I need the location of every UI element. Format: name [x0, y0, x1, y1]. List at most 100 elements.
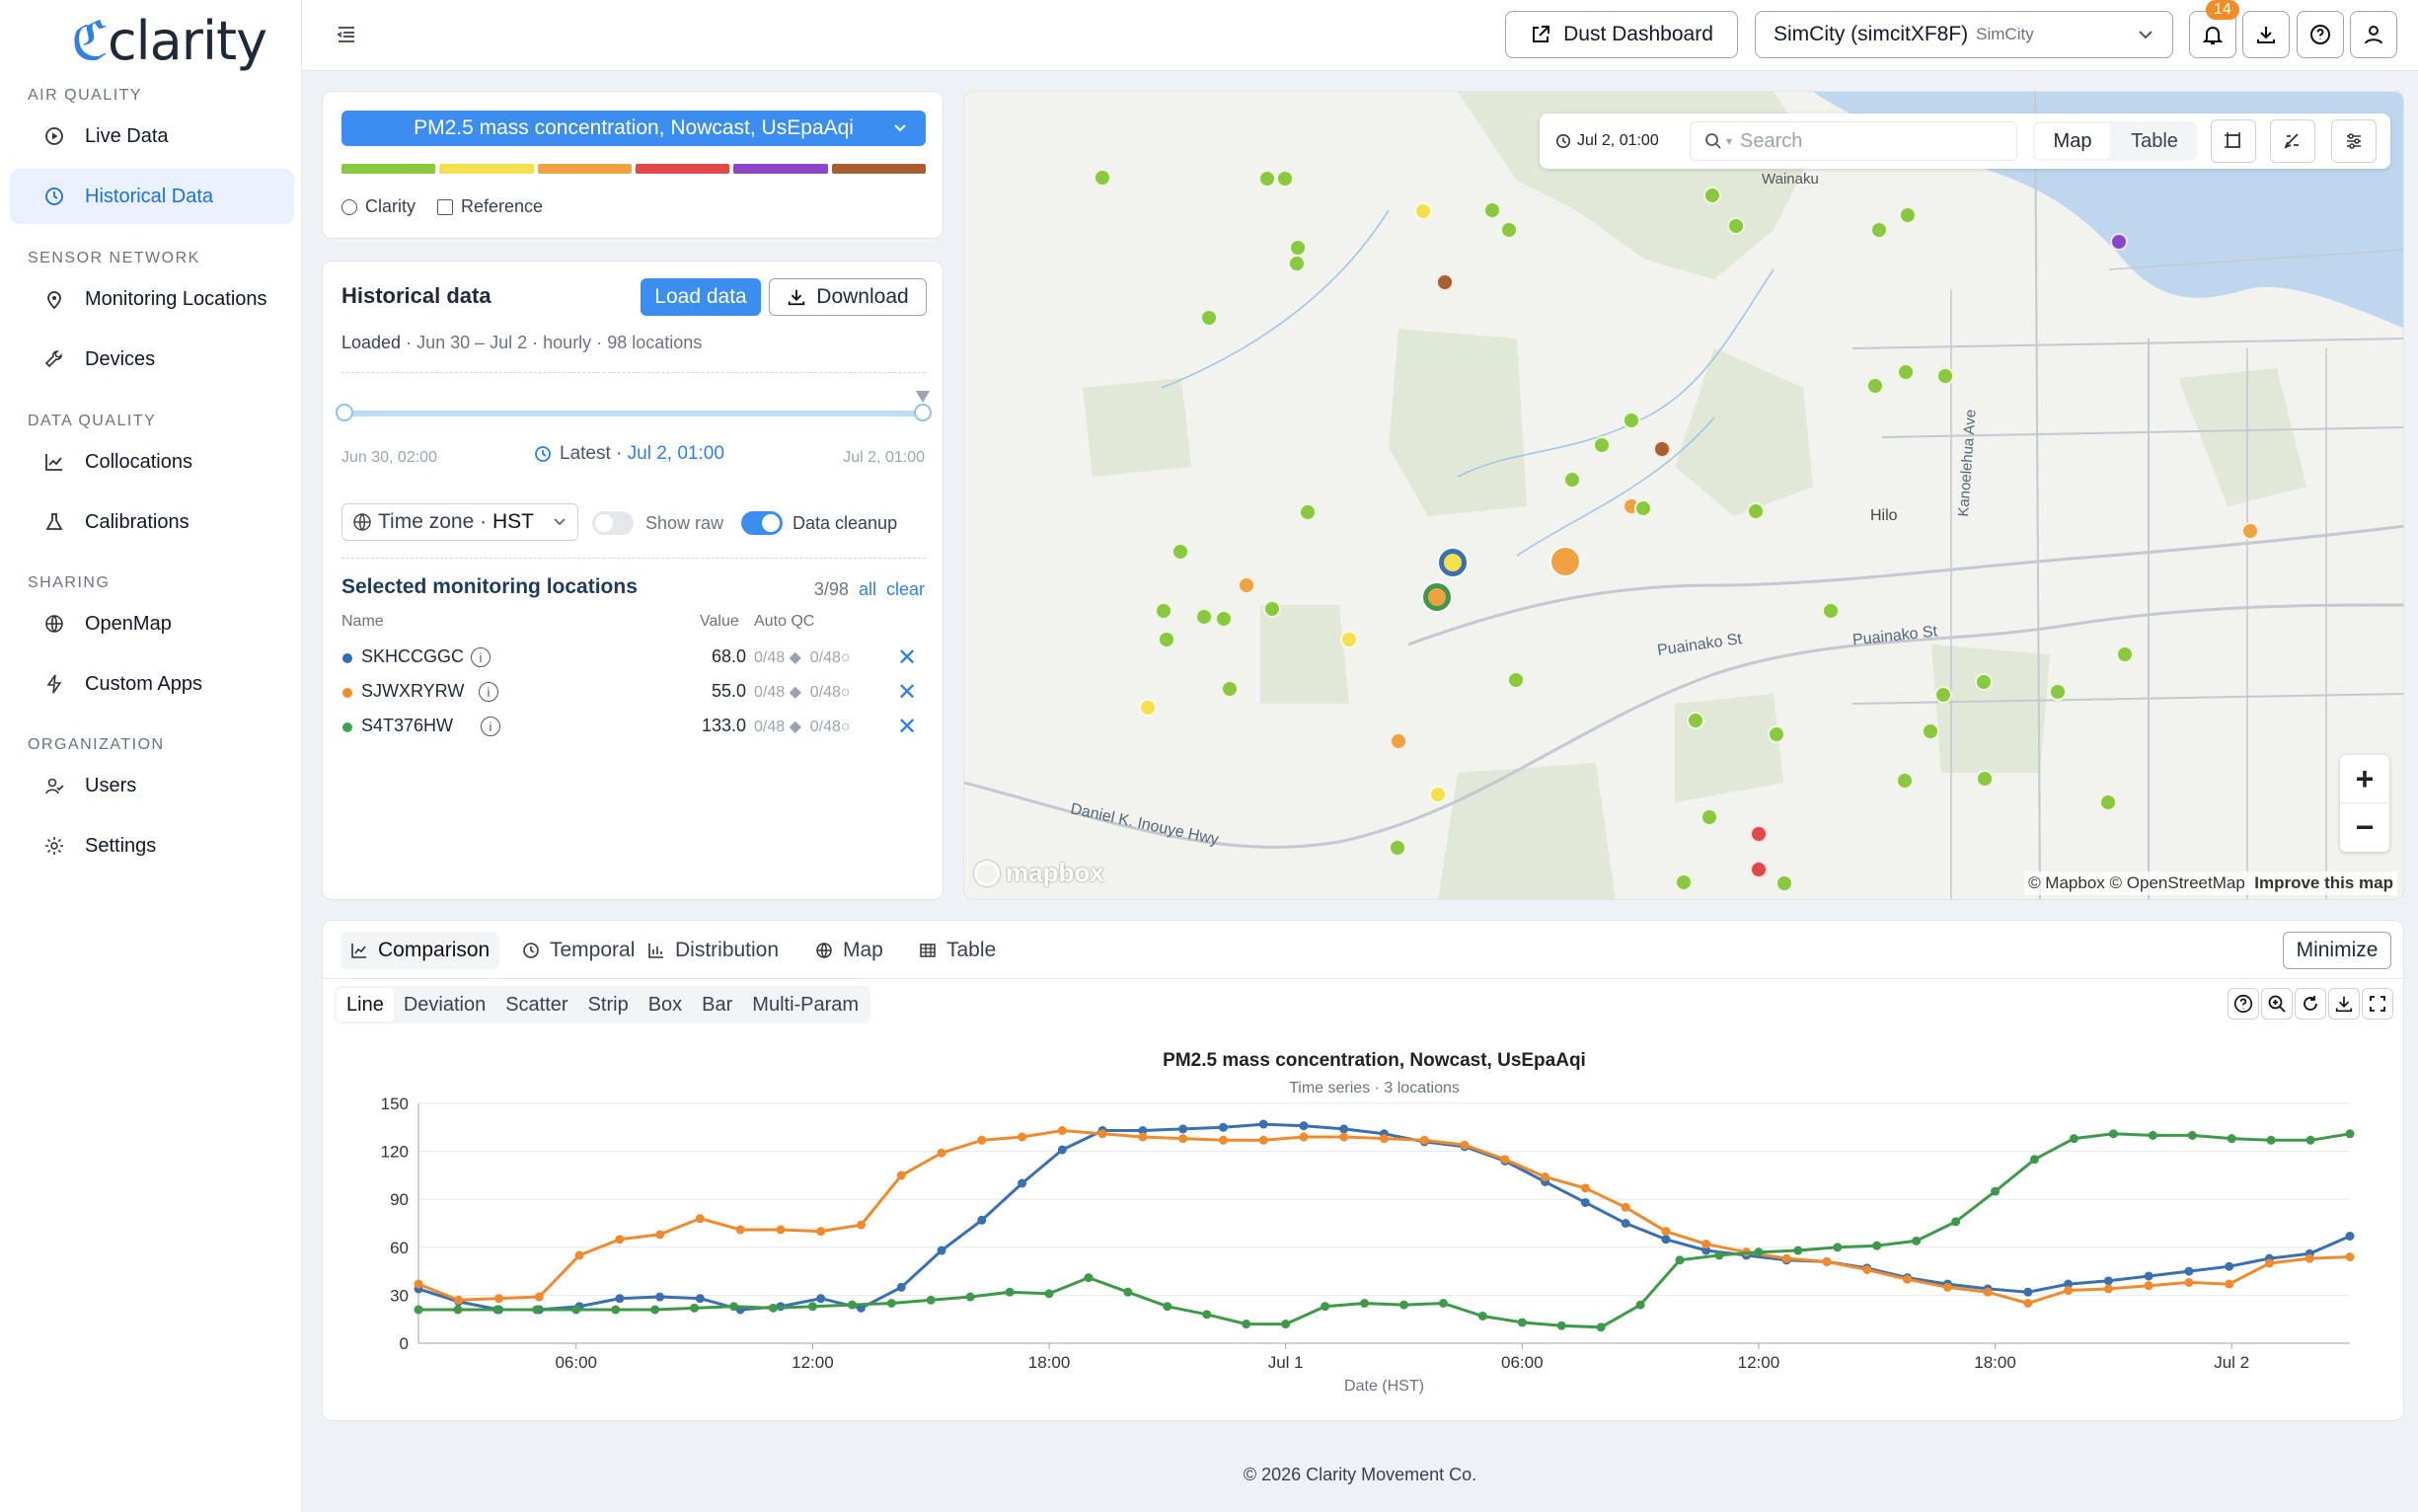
improve-map-link[interactable]: Improve this map — [2254, 873, 2393, 892]
reference-option[interactable]: Reference — [437, 196, 543, 217]
downloads-button[interactable] — [2242, 11, 2290, 58]
tab-comparison[interactable]: Comparison — [340, 932, 500, 969]
timezone-select[interactable]: Time zone · HST — [341, 503, 578, 541]
station-marker[interactable] — [1703, 187, 1721, 204]
station-marker[interactable] — [1263, 600, 1281, 618]
chart-fullscreen-button[interactable] — [2362, 988, 2393, 1020]
station-marker[interactable] — [1158, 631, 1175, 648]
station-marker[interactable] — [1727, 217, 1745, 235]
station-marker[interactable] — [1429, 786, 1447, 803]
station-marker[interactable] — [1221, 680, 1239, 698]
chart-type-line[interactable]: Line — [337, 988, 394, 1021]
chart-type-strip[interactable]: Strip — [587, 993, 629, 1016]
metric-select[interactable]: PM2.5 mass concentration, Nowcast, UsEpa… — [341, 111, 926, 146]
chart-type-bar[interactable]: Bar — [702, 993, 733, 1016]
station-marker[interactable] — [1623, 412, 1640, 429]
station-marker[interactable] — [1976, 770, 1994, 788]
remove-location-icon[interactable]: ✕ — [897, 679, 918, 706]
info-icon[interactable]: i — [479, 682, 498, 702]
station-marker[interactable] — [1171, 543, 1189, 561]
clarity-logo[interactable]: ℭclarity — [71, 10, 267, 72]
chart-help-button[interactable] — [2228, 988, 2259, 1020]
station-marker[interactable] — [1896, 772, 1914, 790]
station-marker[interactable] — [1200, 309, 1218, 327]
station-marker[interactable] — [2110, 233, 2128, 251]
sidebar-item-openmap[interactable]: OpenMap — [10, 596, 294, 651]
station-marker[interactable] — [1936, 367, 1954, 385]
chart-download-button[interactable] — [2328, 988, 2360, 1020]
station-marker[interactable] — [2049, 683, 2067, 701]
station-marker[interactable] — [1700, 808, 1718, 826]
station-marker[interactable] — [1276, 170, 1294, 188]
location-row[interactable]: SKHCCGGC i 68.0 0/48 ◆ 0/48○ ✕ — [341, 644, 926, 672]
info-icon[interactable]: i — [471, 647, 491, 667]
selected-station-marker[interactable] — [1423, 583, 1451, 611]
station-marker[interactable] — [1155, 602, 1172, 620]
location-row[interactable]: SJWXRYRW i 55.0 0/48 ◆ 0/48○ ✕ — [341, 679, 926, 707]
station-marker[interactable] — [1094, 169, 1111, 187]
dust-dashboard-button[interactable]: Dust Dashboard — [1505, 11, 1738, 58]
station-marker[interactable] — [1340, 631, 1358, 648]
station-marker[interactable] — [1195, 608, 1213, 626]
chart-type-box[interactable]: Box — [647, 993, 683, 1016]
station-marker[interactable] — [1299, 503, 1317, 521]
slider-start-handle[interactable] — [336, 404, 353, 421]
station-marker[interactable] — [1934, 686, 1952, 704]
chart-reset-button[interactable] — [2295, 988, 2326, 1020]
location-row[interactable]: S4T376HW i 133.0 0/48 ◆ 0/48○ ✕ — [341, 714, 926, 741]
station-marker[interactable] — [1653, 440, 1671, 458]
sidebar-item-custom-apps[interactable]: Custom Apps — [10, 656, 294, 712]
station-marker[interactable] — [2241, 522, 2259, 540]
select-all-link[interactable]: all — [858, 579, 876, 599]
station-marker[interactable] — [1238, 576, 1255, 594]
data-cleanup-toggle[interactable]: Data cleanup — [741, 511, 897, 535]
minimize-button[interactable]: Minimize — [2283, 932, 2391, 969]
remove-location-icon[interactable]: ✕ — [897, 714, 918, 740]
map-time-button[interactable]: Jul 2, 01:00 — [1549, 123, 1665, 159]
station-marker[interactable] — [1139, 699, 1157, 717]
zoom-in-button[interactable]: + — [2340, 755, 2389, 803]
station-marker[interactable] — [1768, 725, 1785, 743]
station-marker[interactable] — [1975, 673, 1993, 691]
time-series-chart[interactable]: PM2.5 mass concentration, Nowcast, UsEpa… — [323, 1031, 2405, 1416]
station-marker[interactable] — [1507, 671, 1525, 689]
load-data-button[interactable]: Load data — [641, 278, 761, 316]
station-marker[interactable] — [1483, 201, 1501, 219]
sidebar-item-settings[interactable]: Settings — [10, 818, 294, 873]
collapse-sidebar-icon[interactable] — [336, 24, 357, 45]
sidebar-item-collocations[interactable]: Collocations — [10, 434, 294, 490]
station-marker[interactable] — [1870, 221, 1888, 239]
station-marker[interactable] — [2099, 794, 2117, 811]
station-marker[interactable] — [1897, 363, 1915, 381]
station-marker[interactable] — [1563, 471, 1581, 489]
sidebar-item-users[interactable]: Users — [10, 758, 294, 813]
station-marker[interactable] — [1288, 255, 1306, 272]
sidebar-item-historical-data[interactable]: Historical Data — [10, 169, 294, 224]
slider-end-handle[interactable] — [914, 404, 932, 421]
station-marker[interactable] — [1822, 602, 1840, 620]
map-search-input[interactable]: ▾ Search — [1690, 121, 2017, 161]
download-button[interactable]: Download — [769, 278, 927, 316]
sidebar-item-live-data[interactable]: Live Data — [10, 109, 294, 164]
chart-type-scatter[interactable]: Scatter — [505, 993, 568, 1016]
organization-select[interactable]: SimCity (simcitXF8F) SimCity — [1755, 11, 2173, 58]
info-icon[interactable]: i — [481, 717, 500, 736]
station-marker[interactable] — [1593, 436, 1611, 454]
station-marker[interactable] — [1687, 712, 1704, 729]
map-panel[interactable]: Wainaku Hilo Puainako St Puainako St Kan… — [963, 91, 2404, 900]
mapbox-logo[interactable]: mapbox — [974, 858, 1104, 888]
fit-bounds-button[interactable] — [2211, 119, 2256, 163]
sidebar-item-monitoring-locations[interactable]: Monitoring Locations — [10, 271, 294, 327]
sidebar-item-devices[interactable]: Devices — [10, 332, 294, 387]
tab-distribution[interactable]: Distribution — [638, 932, 789, 969]
station-marker[interactable] — [1750, 861, 1768, 878]
show-raw-toggle[interactable]: Show raw — [592, 511, 723, 535]
chart-zoom-button[interactable] — [2261, 988, 2293, 1020]
station-marker[interactable] — [1215, 610, 1233, 628]
help-button[interactable] — [2297, 11, 2344, 58]
station-marker[interactable] — [1500, 221, 1518, 239]
station-marker[interactable] — [1776, 874, 1793, 892]
map-filter-button[interactable] — [2331, 119, 2377, 163]
remove-location-icon[interactable]: ✕ — [897, 644, 918, 671]
selected-station-marker[interactable] — [1551, 548, 1579, 575]
